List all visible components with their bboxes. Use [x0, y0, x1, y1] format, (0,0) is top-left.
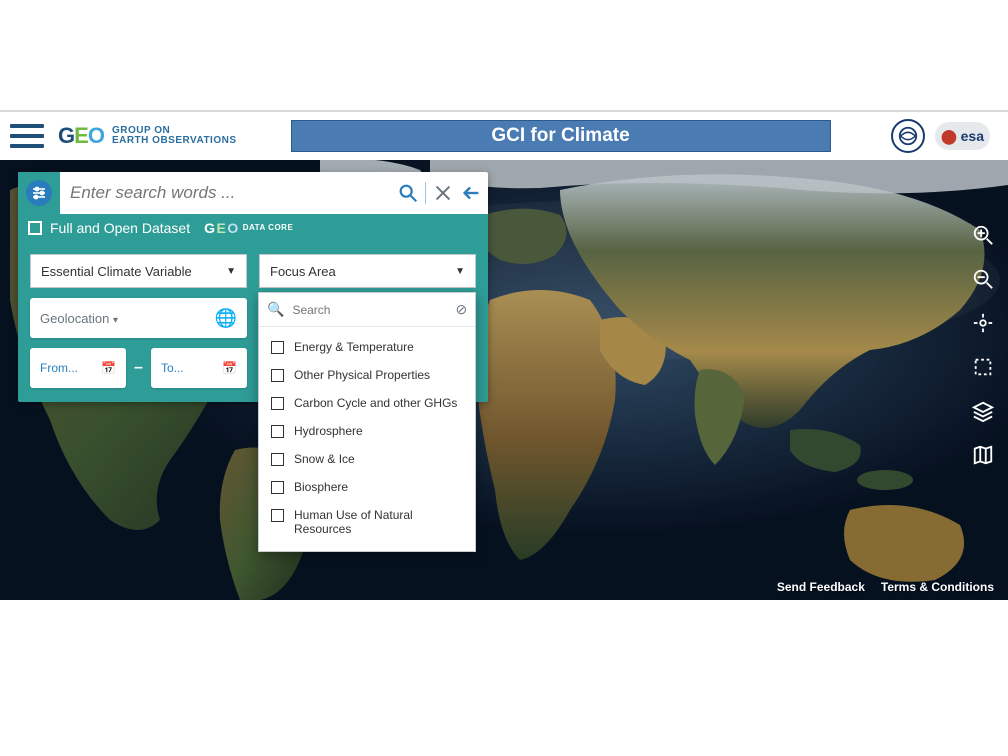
focus-option-label: Human Use of Natural Resources	[294, 508, 463, 536]
filter-toggle-button[interactable]	[18, 172, 60, 214]
checkbox-icon[interactable]	[271, 509, 284, 522]
checkbox-icon[interactable]	[271, 453, 284, 466]
search-input[interactable]	[60, 172, 397, 214]
focus-popover-list[interactable]: Energy & Temperature Other Physical Prop…	[259, 327, 475, 545]
zoom-out-button[interactable]	[968, 264, 998, 294]
menu-button[interactable]	[10, 119, 44, 153]
sliders-icon	[26, 180, 52, 206]
checkbox-icon[interactable]	[271, 369, 284, 382]
zoom-in-button[interactable]	[968, 220, 998, 250]
geo-logo-text: GROUP ON EARTH OBSERVATIONS	[112, 126, 237, 146]
checkbox-icon[interactable]	[271, 397, 284, 410]
focus-option-label: Hydrosphere	[294, 424, 363, 438]
focus-option[interactable]: Other Physical Properties	[259, 361, 475, 389]
focus-area-dropdown[interactable]: Focus Area ▼	[259, 254, 476, 288]
layers-button[interactable]	[968, 396, 998, 426]
date-range: From... 📅 – To... 📅	[30, 348, 247, 388]
date-to-input[interactable]: To... 📅	[151, 348, 247, 388]
eumetsat-logo-icon	[891, 119, 925, 153]
ecv-dropdown-label: Essential Climate Variable	[41, 264, 192, 279]
date-from-label: From...	[40, 361, 78, 375]
focus-option[interactable]: Hydrosphere	[259, 417, 475, 445]
ecv-dropdown[interactable]: Essential Climate Variable ▼	[30, 254, 247, 288]
send-feedback-link[interactable]: Send Feedback	[777, 580, 865, 594]
bottom-spacer	[0, 600, 1008, 756]
focus-option-label: Carbon Cycle and other GHGs	[294, 396, 457, 410]
open-dataset-row: Full and Open Dataset GEO DATA CORE	[18, 214, 488, 244]
focus-option[interactable]: Snow & Ice	[259, 445, 475, 473]
back-arrow-icon[interactable]	[460, 182, 482, 204]
map-area[interactable]: Full and Open Dataset GEO DATA CORE Esse…	[0, 160, 1008, 600]
open-dataset-label: Full and Open Dataset	[50, 220, 190, 236]
geolocation-label: Geolocation	[40, 311, 109, 326]
geo-data-core-badge: GEO DATA CORE	[204, 220, 293, 236]
chevron-down-icon: ▼	[455, 266, 465, 277]
focus-popover-search-input[interactable]	[292, 303, 447, 317]
clear-icon[interactable]	[432, 182, 454, 204]
focus-option[interactable]: Human Use of Natural Resources	[259, 501, 475, 543]
top-spacer	[0, 0, 1008, 112]
checkbox-icon[interactable]	[271, 481, 284, 494]
search-actions	[397, 182, 488, 204]
date-from-input[interactable]: From... 📅	[30, 348, 126, 388]
map-tools	[968, 220, 998, 470]
focus-option-label: Snow & Ice	[294, 452, 355, 466]
date-range-dash: –	[134, 359, 143, 377]
search-icon: 🔍	[267, 301, 284, 318]
checkbox-icon[interactable]	[271, 341, 284, 354]
focus-option[interactable]: Carbon Cycle and other GHGs	[259, 389, 475, 417]
search-icon[interactable]	[397, 182, 419, 204]
terms-link[interactable]: Terms & Conditions	[881, 580, 994, 594]
esa-logo-icon: ⬤ esa	[935, 122, 990, 150]
focus-area-dropdown-label: Focus Area	[270, 264, 336, 279]
partner-logos: ⬤ esa	[891, 119, 990, 153]
focus-option-label: Biosphere	[294, 480, 348, 494]
clear-icon[interactable]: ⊘	[455, 301, 467, 318]
focus-option-label: Other Physical Properties	[294, 368, 430, 382]
header: GEO GROUP ON EARTH OBSERVATIONS GCI for …	[0, 112, 1008, 160]
focus-option-label: Energy & Temperature	[294, 340, 414, 354]
focus-option[interactable]: Biosphere	[259, 473, 475, 501]
search-row	[18, 172, 488, 214]
focus-area-popover: 🔍 ⊘ Energy & Temperature Other Physical …	[258, 292, 476, 552]
bbox-select-button[interactable]	[968, 352, 998, 382]
page-title: GCI for Climate	[291, 120, 831, 152]
globe-icon: 🌐	[215, 308, 237, 329]
checkbox-icon[interactable]	[271, 425, 284, 438]
chevron-down-icon: ▼	[226, 266, 236, 277]
basemap-button[interactable]	[968, 440, 998, 470]
focus-popover-search-row: 🔍 ⊘	[259, 293, 475, 327]
geo-mark-icon: GEO	[58, 123, 104, 149]
date-to-label: To...	[161, 361, 184, 375]
focus-option[interactable]: Energy & Temperature	[259, 333, 475, 361]
calendar-icon: 📅	[222, 361, 237, 375]
geolocation-dropdown[interactable]: Geolocation ▾ 🌐	[30, 298, 247, 338]
calendar-icon: 📅	[101, 361, 116, 375]
open-dataset-checkbox[interactable]	[28, 221, 42, 235]
fit-view-button[interactable]	[968, 308, 998, 338]
footer-links: Send Feedback Terms & Conditions	[777, 580, 994, 594]
geo-logo[interactable]: GEO GROUP ON EARTH OBSERVATIONS	[58, 123, 237, 149]
